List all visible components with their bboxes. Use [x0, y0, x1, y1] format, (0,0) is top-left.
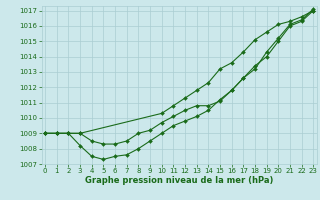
X-axis label: Graphe pression niveau de la mer (hPa): Graphe pression niveau de la mer (hPa) [85, 176, 273, 185]
